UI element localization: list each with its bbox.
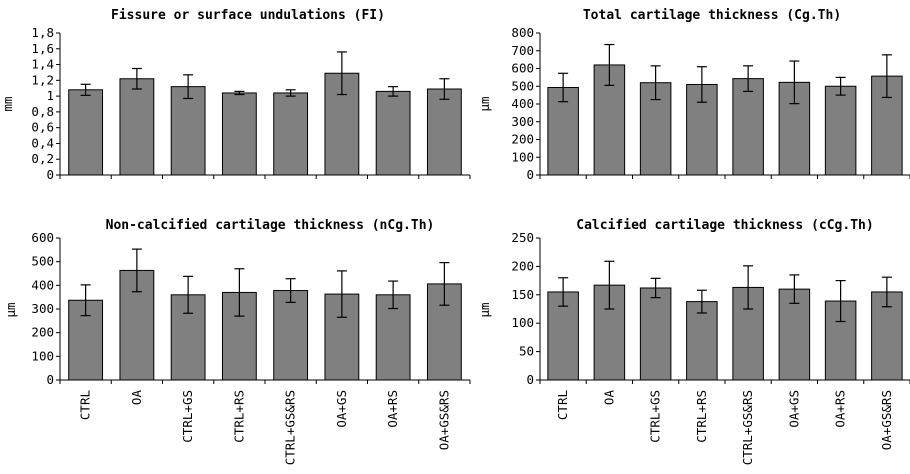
y-tick-label: 700 xyxy=(511,43,534,58)
bar xyxy=(686,301,718,381)
chart-title: Total cartilage thickness (Cg.Th) xyxy=(583,8,841,23)
y-tick-label: 500 xyxy=(31,254,54,269)
y-axis-label: µm xyxy=(3,302,18,317)
x-category-label: OA+RS xyxy=(385,390,400,428)
y-tick-label: 100 xyxy=(31,348,54,363)
bar xyxy=(732,78,764,176)
bar xyxy=(824,85,857,176)
x-category-label: OA+GS xyxy=(334,390,349,428)
y-tick-label: 200 xyxy=(511,258,534,273)
chart-title: Fissure or surface undulations (FI) xyxy=(111,8,385,23)
x-category-label: CTRL+RS xyxy=(231,390,246,443)
x-category-label: OA xyxy=(601,390,616,406)
x-category-label: CTRL xyxy=(555,390,570,420)
bar xyxy=(778,288,811,381)
y-tick-label: 400 xyxy=(31,277,54,292)
y-tick-label: 0 xyxy=(46,167,54,182)
bar xyxy=(170,86,206,176)
y-tick-label: 0,4 xyxy=(31,135,54,150)
y-axis-label: µm xyxy=(477,96,492,111)
y-axis-label: mm xyxy=(0,96,15,111)
y-tick-label: 150 xyxy=(511,287,534,302)
y-tick-label: 200 xyxy=(31,325,54,340)
y-tick-label: 400 xyxy=(511,96,534,111)
bar xyxy=(119,78,155,176)
y-tick-label: 50 xyxy=(519,344,534,359)
x-category-label: OA+GS&RS xyxy=(879,390,894,450)
chart-title: Calcified cartilage thickness (cCg.Th) xyxy=(576,218,873,233)
y-tick-label: 0,2 xyxy=(31,151,54,166)
bar xyxy=(426,88,462,176)
y-tick-label: 1,4 xyxy=(31,57,54,72)
y-tick-label: 200 xyxy=(511,132,534,147)
y-tick-label: 600 xyxy=(511,61,534,76)
y-tick-label: 1 xyxy=(46,88,54,103)
y-tick-label: 0 xyxy=(526,167,534,182)
bar xyxy=(273,290,309,381)
y-tick-label: 800 xyxy=(511,25,534,40)
chart-title: Non-calcified cartilage thickness (nCg.T… xyxy=(106,218,435,233)
x-category-label: CTRL+GS xyxy=(180,390,195,443)
bar xyxy=(375,90,411,176)
chart-fissure-surface-undulations: Fissure or surface undulations (FI) mm 0… xyxy=(0,8,471,182)
bar xyxy=(68,89,104,176)
x-category-label: OA xyxy=(129,390,144,406)
y-tick-label: 100 xyxy=(511,149,534,164)
x-category-label: CTRL+GS&RS xyxy=(283,390,298,465)
bar xyxy=(221,92,257,176)
x-category-label: OA+GS xyxy=(786,390,801,428)
y-axis-label: µm xyxy=(477,302,492,317)
x-category-label: CTRL xyxy=(78,390,93,420)
y-tick-label: 250 xyxy=(511,230,534,245)
bar xyxy=(639,287,672,381)
x-category-label: CTRL+GS&RS xyxy=(740,390,755,465)
x-category-label: OA+GS&RS xyxy=(436,390,451,450)
x-category-label: OA+RS xyxy=(833,390,848,428)
x-category-label: CTRL+GS xyxy=(648,390,663,443)
y-tick-label: 0 xyxy=(46,372,54,387)
y-tick-label: 1,8 xyxy=(31,25,54,40)
y-tick-label: 0,8 xyxy=(31,104,54,119)
y-tick-label: 0 xyxy=(526,372,534,387)
chart-non-calcified-cartilage-thickness: Non-calcified cartilage thickness (nCg.T… xyxy=(3,218,471,465)
y-tick-label: 500 xyxy=(511,78,534,93)
chart-total-cartilage-thickness: Total cartilage thickness (Cg.Th) µm 0 10… xyxy=(477,8,910,182)
bar xyxy=(273,92,309,176)
y-tick-label: 1,2 xyxy=(31,72,54,87)
y-tick-label: 100 xyxy=(511,315,534,330)
y-tick-label: 300 xyxy=(511,114,534,129)
y-tick-label: 0,6 xyxy=(31,120,54,135)
x-category-label: CTRL+RS xyxy=(694,390,709,443)
y-tick-label: 300 xyxy=(31,301,54,316)
chart-calcified-cartilage-thickness: Calcified cartilage thickness (cCg.Th) µ… xyxy=(477,218,910,465)
y-tick-label: 1,6 xyxy=(31,41,54,56)
y-tick-label: 600 xyxy=(31,230,54,245)
